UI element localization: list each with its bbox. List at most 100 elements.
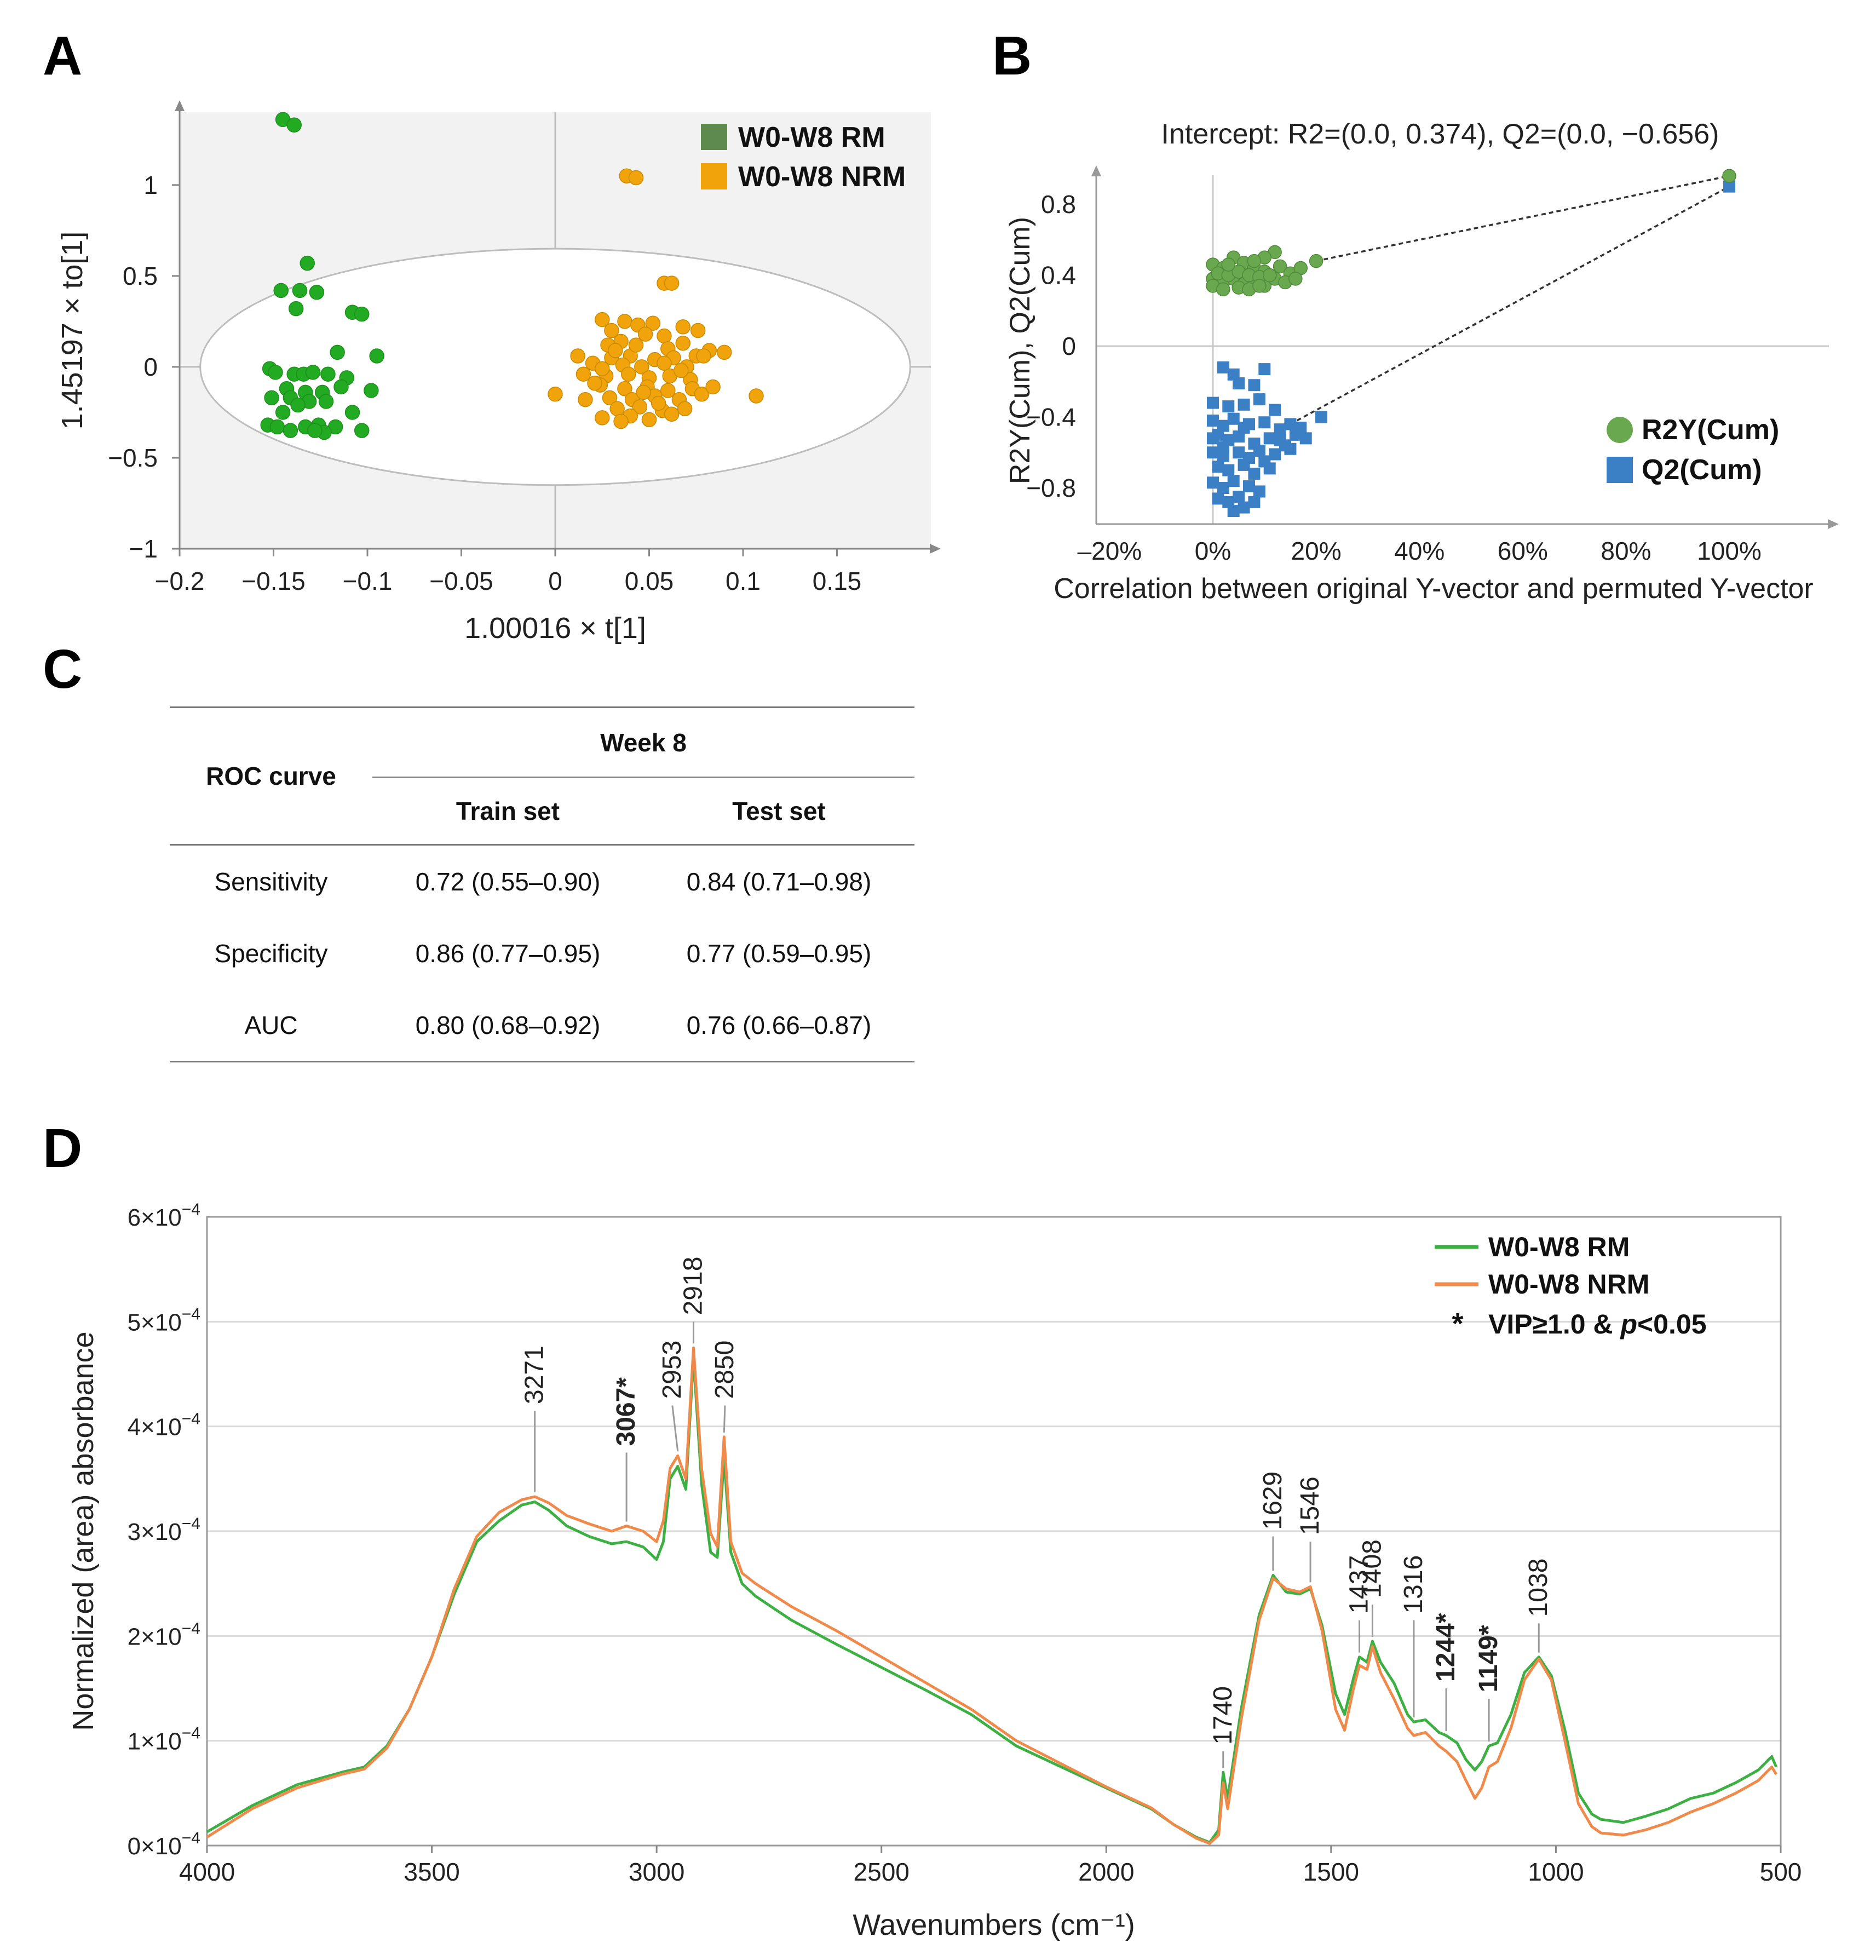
data-point xyxy=(1723,180,1735,193)
data-point xyxy=(1217,482,1229,494)
annotation-value: 3067 xyxy=(612,1388,641,1446)
data-point xyxy=(1238,501,1250,514)
data-point xyxy=(645,315,661,331)
annotation-value: 1437 xyxy=(1345,1555,1374,1614)
panel-label-a: A xyxy=(43,25,83,87)
annotation-label: 1244* xyxy=(1431,1613,1460,1682)
y-tick-mantissa: 2×10 xyxy=(128,1623,182,1650)
annotation-label: 1437 xyxy=(1345,1555,1374,1614)
data-point xyxy=(1258,363,1271,376)
data-point xyxy=(273,283,289,298)
x-tick-label: 0.15 xyxy=(813,567,862,595)
annotation-value: 1629 xyxy=(1258,1472,1287,1530)
data-point xyxy=(1207,446,1219,459)
y-tick-exponent: −4 xyxy=(182,1410,200,1428)
table-cell: 0.86 (0.77–0.95) xyxy=(415,939,601,968)
data-point xyxy=(1212,492,1224,505)
data-point xyxy=(264,390,279,406)
y-tick-label: 0.4 xyxy=(1041,261,1076,290)
y-tick-mantissa: 3×10 xyxy=(128,1519,182,1545)
data-point xyxy=(1258,455,1271,468)
y-tick-label: 2×10−4 xyxy=(128,1619,200,1650)
table-group-header: Week 8 xyxy=(372,708,914,778)
x-tick-label: −0.1 xyxy=(343,567,393,595)
annotation-label: 1408 xyxy=(1357,1539,1386,1598)
y-tick-label: 0 xyxy=(1062,332,1076,360)
y-axis-arrow xyxy=(175,100,185,111)
data-point xyxy=(292,283,308,298)
data-point xyxy=(1227,412,1240,425)
table-row-label: Sensitivity xyxy=(214,867,328,896)
x-tick-label: 20% xyxy=(1291,537,1342,565)
legend-label: W0-W8 RM xyxy=(738,122,885,153)
annotation-value: 1546 xyxy=(1296,1476,1325,1535)
table-cell: 0.80 (0.68–0.92) xyxy=(415,1010,601,1039)
annotation-label: 2918 xyxy=(678,1257,707,1315)
legend-label: R2Y(Cum) xyxy=(1642,414,1779,446)
data-point xyxy=(307,423,323,438)
regression-line xyxy=(1316,175,1730,262)
x-tick-label: −0.2 xyxy=(155,567,205,595)
data-point xyxy=(1299,432,1312,445)
y-tick-mantissa: 6×10 xyxy=(128,1204,182,1231)
data-point xyxy=(1243,480,1256,492)
y-tick-label: 0.8 xyxy=(1041,190,1076,219)
y-tick-label: 5×10−4 xyxy=(128,1305,200,1336)
data-point xyxy=(675,319,690,335)
annotation-label: 1149* xyxy=(1474,1625,1503,1692)
y-tick-exponent: −4 xyxy=(182,1305,200,1323)
table-cell: 0.72 (0.55–0.90) xyxy=(415,867,601,896)
data-point xyxy=(1248,379,1261,392)
table-column-header: Test set xyxy=(732,797,826,825)
y-axis-label: 1.45197 × to[1] xyxy=(56,232,89,430)
x-tick-label: 2000 xyxy=(1078,1858,1134,1886)
data-point xyxy=(674,363,689,378)
legend-note-part: VIP≥1.0 & xyxy=(1488,1309,1620,1340)
annotation-value: 1316 xyxy=(1399,1555,1428,1614)
annotation-label: 2953 xyxy=(658,1341,687,1399)
data-point xyxy=(1252,279,1267,293)
x-tick-label: 4000 xyxy=(179,1858,235,1886)
data-point xyxy=(664,275,680,291)
table-header-row: ROC curve Week 8 xyxy=(170,708,914,790)
legend-note-symbol: * xyxy=(1452,1307,1463,1340)
annotation-label: 1546 xyxy=(1296,1476,1325,1535)
x-tick-label: 0 xyxy=(548,567,562,595)
data-point xyxy=(300,255,315,271)
legend-swatch xyxy=(701,124,727,150)
data-point xyxy=(1274,434,1286,446)
data-point xyxy=(1216,282,1230,297)
data-point xyxy=(587,376,602,391)
data-point xyxy=(608,343,623,358)
y-tick-label: 3×10−4 xyxy=(128,1515,200,1545)
x-tick-label: −0.15 xyxy=(241,567,305,595)
legend-marker xyxy=(1607,417,1633,443)
annotation-label: 1316 xyxy=(1399,1555,1428,1614)
annotation-value: 2850 xyxy=(710,1341,739,1399)
legend-label: W0-W8 NRM xyxy=(738,161,906,193)
x-tick-label: 100% xyxy=(1697,537,1762,565)
data-point xyxy=(1309,254,1323,268)
annotation-value: 1244 xyxy=(1431,1623,1460,1682)
data-point xyxy=(1207,432,1219,445)
legend-label: W0-W8 NRM xyxy=(1488,1269,1649,1300)
data-point xyxy=(705,379,721,395)
data-point xyxy=(1217,441,1229,453)
data-point xyxy=(660,383,676,398)
confidence-ellipse xyxy=(199,248,911,486)
legend-marker xyxy=(1607,457,1633,483)
data-point xyxy=(1248,468,1261,480)
data-point xyxy=(696,348,711,364)
data-point xyxy=(1248,496,1261,508)
data-point xyxy=(1247,254,1262,268)
table-row-label: AUC xyxy=(244,1010,298,1039)
y-tick-label: −0.4 xyxy=(1026,403,1076,432)
data-point xyxy=(1217,361,1229,373)
annotation-leader xyxy=(671,1405,679,1452)
x-axis-arrow xyxy=(1828,519,1839,529)
y-axis-label: Normalized (area) absorbance xyxy=(67,1331,100,1731)
x-tick-label: 0.1 xyxy=(726,567,761,595)
data-point xyxy=(1273,259,1287,274)
y-tick-label: 1×10−4 xyxy=(128,1725,200,1755)
